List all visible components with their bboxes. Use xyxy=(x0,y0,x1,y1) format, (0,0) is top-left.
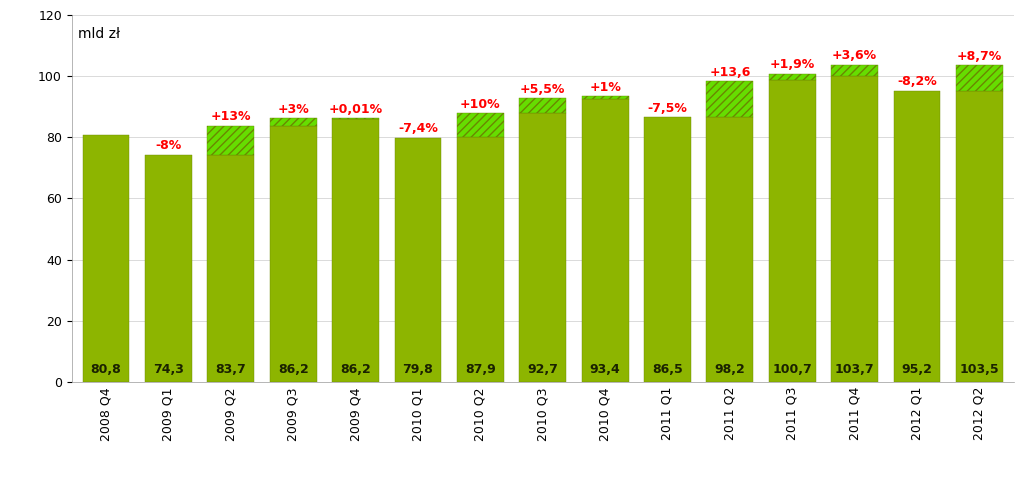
Bar xyxy=(208,155,254,382)
Bar xyxy=(519,113,566,382)
Text: 87,9: 87,9 xyxy=(465,363,496,376)
Bar xyxy=(332,118,379,120)
Text: 74,3: 74,3 xyxy=(153,363,184,376)
Bar xyxy=(956,65,1002,91)
Bar xyxy=(707,81,754,117)
Text: 100,7: 100,7 xyxy=(772,363,812,376)
Bar xyxy=(83,135,129,382)
Text: -8,2%: -8,2% xyxy=(897,75,937,88)
Text: 92,7: 92,7 xyxy=(527,363,558,376)
Text: 103,7: 103,7 xyxy=(835,363,874,376)
Text: +3%: +3% xyxy=(278,103,309,116)
Text: mld zł: mld zł xyxy=(78,27,120,41)
Text: +13,6: +13,6 xyxy=(710,66,751,79)
Text: 86,2: 86,2 xyxy=(278,363,308,376)
Bar xyxy=(769,74,816,79)
Bar xyxy=(831,76,878,382)
Text: +1,9%: +1,9% xyxy=(770,58,815,72)
Text: 83,7: 83,7 xyxy=(215,363,246,376)
Bar xyxy=(831,65,878,76)
Text: +8,7%: +8,7% xyxy=(956,50,1002,63)
Text: -7,4%: -7,4% xyxy=(398,122,438,135)
Bar xyxy=(769,79,816,382)
Bar xyxy=(582,96,629,99)
Text: 80,8: 80,8 xyxy=(90,363,122,376)
Bar xyxy=(956,91,1002,382)
Text: +0,01%: +0,01% xyxy=(329,103,383,116)
Text: +13%: +13% xyxy=(211,110,251,123)
Bar xyxy=(145,155,191,382)
Text: 86,5: 86,5 xyxy=(652,363,683,376)
Bar xyxy=(582,99,629,382)
Text: -7,5%: -7,5% xyxy=(647,102,687,115)
Bar xyxy=(894,91,940,382)
Bar xyxy=(457,113,504,137)
Bar xyxy=(269,126,316,382)
Text: 79,8: 79,8 xyxy=(402,363,433,376)
Bar xyxy=(269,118,316,126)
Bar xyxy=(457,137,504,382)
Text: 103,5: 103,5 xyxy=(959,363,999,376)
Bar xyxy=(208,126,254,155)
Bar xyxy=(707,117,754,382)
Text: -8%: -8% xyxy=(156,139,181,152)
Text: 98,2: 98,2 xyxy=(715,363,745,376)
Bar xyxy=(332,120,379,382)
Bar xyxy=(644,117,691,382)
Text: 95,2: 95,2 xyxy=(901,363,933,376)
Text: 86,2: 86,2 xyxy=(340,363,371,376)
Text: +10%: +10% xyxy=(460,98,501,111)
Text: 93,4: 93,4 xyxy=(590,363,621,376)
Bar xyxy=(519,98,566,113)
Text: +1%: +1% xyxy=(589,81,621,94)
Bar xyxy=(394,138,441,382)
Text: +3,6%: +3,6% xyxy=(833,49,878,62)
Text: +5,5%: +5,5% xyxy=(520,83,565,96)
